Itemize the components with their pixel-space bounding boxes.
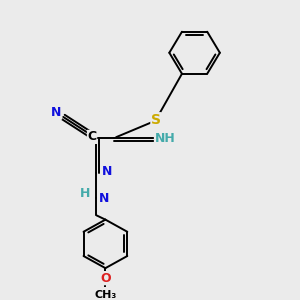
Text: S: S <box>151 113 161 127</box>
Text: CH₃: CH₃ <box>94 290 116 300</box>
Text: O: O <box>100 272 111 285</box>
Text: N: N <box>51 106 62 119</box>
Text: N: N <box>102 165 112 178</box>
Text: N: N <box>99 192 109 205</box>
Text: H: H <box>80 188 90 200</box>
Text: NH: NH <box>154 132 175 145</box>
Text: C: C <box>88 130 97 143</box>
